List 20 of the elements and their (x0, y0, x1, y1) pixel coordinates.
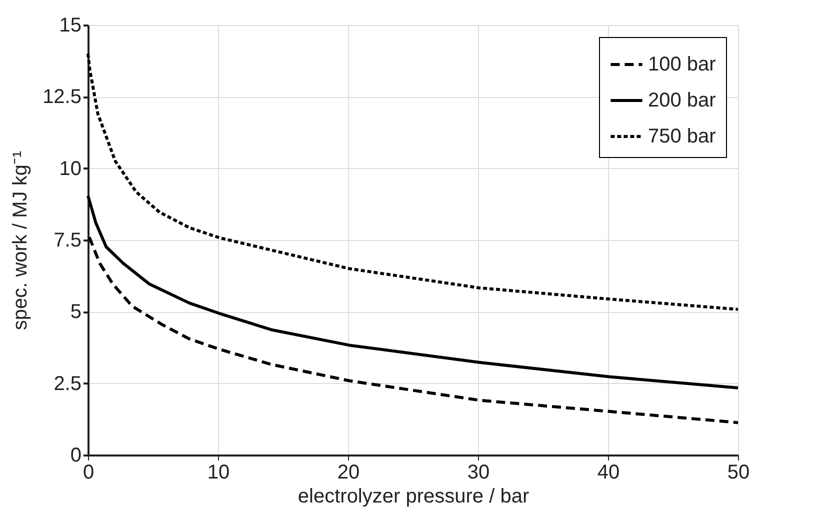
x-tick-label: 40 (597, 462, 620, 484)
x-tick-label: 50 (727, 462, 750, 484)
x-tick-label: 20 (337, 462, 360, 484)
y-tick-label: 0 (70, 444, 82, 466)
x-tick-label: 10 (207, 462, 230, 484)
line-series (88, 236, 740, 424)
y-tick-label: 2.5 (54, 372, 82, 395)
legend-label: 200 bar (648, 90, 716, 112)
line-series (86, 52, 740, 311)
y-tick-label: 5 (70, 301, 82, 324)
legend-label: 750 bar (648, 126, 716, 148)
y-tick-label: 15 (59, 14, 82, 36)
line-series (86, 194, 740, 390)
x-axis-title: electrolyzer pressure / bar (298, 486, 530, 508)
y-tick-label: 7.5 (54, 230, 82, 252)
y-axis-title: spec. work / MJ kg⁻¹ (10, 150, 32, 330)
y-tick-label: 12.5 (42, 86, 82, 108)
y-tick-label: 10 (59, 158, 82, 180)
legend-label: 100 bar (648, 54, 716, 76)
x-tick-label: 30 (467, 462, 490, 484)
